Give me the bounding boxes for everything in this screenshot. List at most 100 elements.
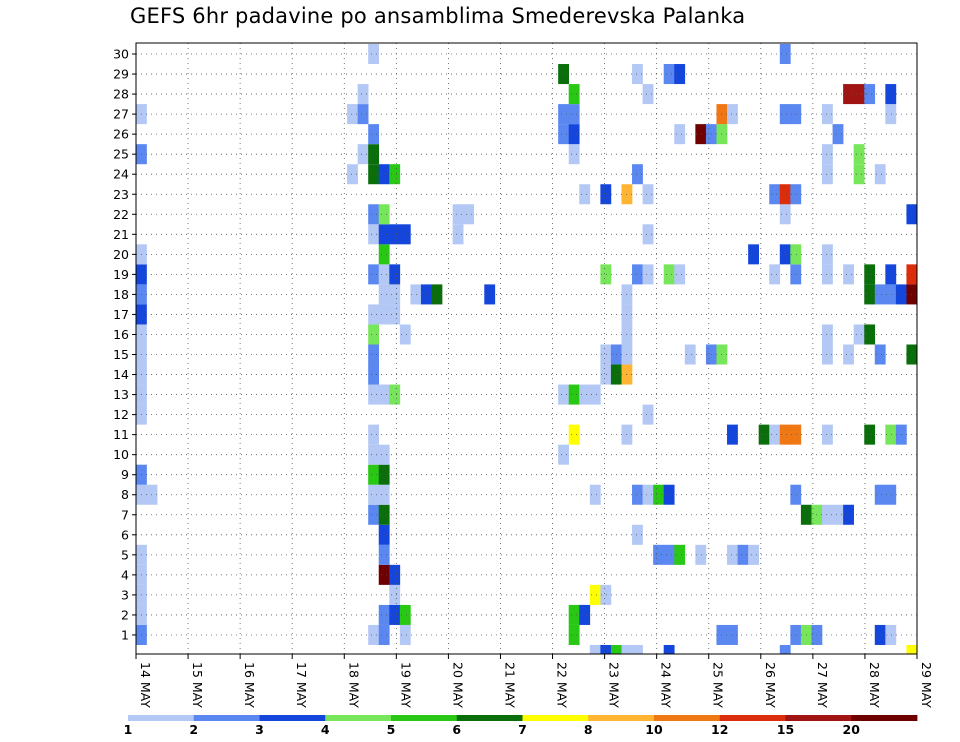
data-cell xyxy=(399,324,411,345)
y-tick-label: 19 xyxy=(113,267,129,282)
data-cell xyxy=(368,44,380,65)
data-cell xyxy=(368,204,380,225)
x-tick-label: 20 MAY xyxy=(450,662,465,708)
data-cell xyxy=(378,244,390,265)
y-tick-label: 23 xyxy=(113,187,129,202)
y-tick-label: 16 xyxy=(113,327,129,342)
data-cell xyxy=(853,84,865,105)
y-tick-label: 25 xyxy=(113,147,129,162)
data-cell xyxy=(347,104,358,125)
data-cell xyxy=(674,64,686,85)
data-cell xyxy=(399,624,411,645)
y-tick-label: 3 xyxy=(121,587,129,602)
data-cell xyxy=(864,264,876,285)
y-tick-label: 18 xyxy=(113,287,129,302)
x-tick-label: 17 MAY xyxy=(294,662,309,708)
data-cell xyxy=(378,484,390,505)
data-cell xyxy=(632,644,643,654)
data-cell xyxy=(864,284,876,305)
data-cell xyxy=(737,544,749,565)
data-cell xyxy=(558,444,570,465)
data-cell xyxy=(642,84,654,105)
data-cell xyxy=(378,284,390,305)
data-cell xyxy=(378,224,390,245)
data-cell xyxy=(357,84,369,105)
data-cell xyxy=(368,484,380,505)
data-cell xyxy=(368,344,380,365)
data-cell xyxy=(822,144,833,165)
data-cell xyxy=(864,84,876,105)
data-cell xyxy=(621,644,633,654)
data-cell xyxy=(368,364,380,385)
data-cell xyxy=(874,624,886,645)
legend-swatch xyxy=(391,715,458,721)
data-cell xyxy=(822,324,833,345)
data-cell xyxy=(674,124,686,145)
data-cell xyxy=(389,604,401,625)
data-cell xyxy=(663,484,675,505)
data-cell xyxy=(695,544,707,565)
data-cell xyxy=(579,604,591,625)
data-cell xyxy=(822,504,833,525)
y-tick-label: 17 xyxy=(113,307,129,322)
x-tick-label: 24 MAY xyxy=(659,662,674,708)
data-cell xyxy=(568,384,580,405)
x-tick-label: 18 MAY xyxy=(346,662,361,708)
data-cell xyxy=(357,104,369,125)
data-cell xyxy=(632,164,643,185)
data-cell xyxy=(368,464,380,485)
legend-label: 15 xyxy=(777,722,794,737)
data-cell xyxy=(378,624,390,645)
data-cell xyxy=(885,624,897,645)
data-cell xyxy=(579,384,591,405)
data-cell xyxy=(600,364,612,385)
y-tick-label: 13 xyxy=(113,387,129,402)
data-cell xyxy=(600,184,612,205)
data-cell xyxy=(399,224,411,245)
data-cell xyxy=(885,104,897,125)
data-cell xyxy=(600,644,612,654)
data-cell xyxy=(368,624,380,645)
data-cell xyxy=(779,44,791,65)
data-cell xyxy=(368,224,380,245)
legend-swatch xyxy=(588,715,655,721)
data-cell xyxy=(885,84,897,105)
data-cell xyxy=(558,64,570,85)
data-cell xyxy=(843,344,854,365)
data-cell xyxy=(864,424,876,445)
data-cell xyxy=(748,244,759,265)
legend-label: 7 xyxy=(518,722,527,737)
legend-swatch xyxy=(785,715,852,721)
y-tick-label: 21 xyxy=(113,227,129,242)
y-tick-label: 11 xyxy=(113,427,129,442)
legend-label: 2 xyxy=(189,722,198,737)
data-cell xyxy=(378,304,390,325)
data-cell xyxy=(769,184,781,205)
x-tick-label: 27 MAY xyxy=(815,662,830,708)
data-cell xyxy=(368,424,380,445)
data-cell xyxy=(632,484,643,505)
y-tick-label: 1 xyxy=(121,627,129,642)
data-cell xyxy=(368,124,380,145)
legend-swatch xyxy=(851,715,918,721)
data-cell xyxy=(790,484,802,505)
data-cell xyxy=(653,484,664,505)
data-cell xyxy=(589,584,601,605)
legend-swatch xyxy=(522,715,589,721)
data-cell xyxy=(853,144,865,165)
data-cell xyxy=(600,344,612,365)
data-cell xyxy=(790,424,802,445)
legend-swatch xyxy=(456,715,523,721)
data-cell xyxy=(864,324,876,345)
data-cell xyxy=(769,264,781,285)
data-cell xyxy=(389,284,401,305)
data-cell xyxy=(368,164,380,185)
data-cell xyxy=(874,484,886,505)
legend-label: 6 xyxy=(452,722,461,737)
x-tick-label: 29 MAY xyxy=(919,662,934,708)
data-cell xyxy=(368,324,380,345)
data-cell xyxy=(663,64,675,85)
data-cell xyxy=(568,84,580,105)
data-cell xyxy=(378,524,390,545)
data-cell xyxy=(822,424,833,445)
